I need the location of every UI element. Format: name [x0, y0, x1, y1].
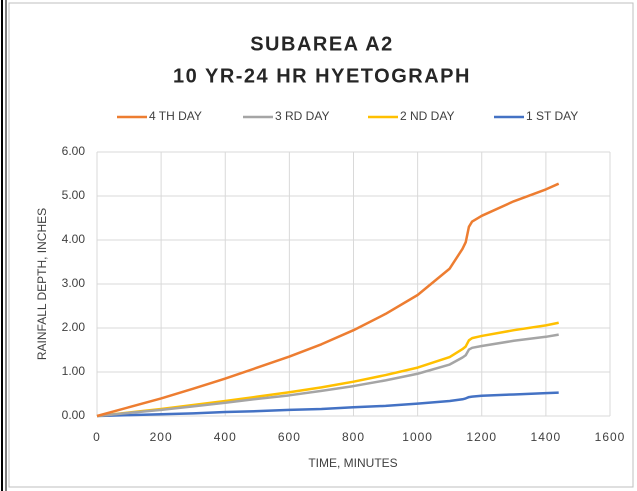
x-tick-label: 1400 [531, 430, 562, 444]
legend-label: 3 RD DAY [275, 109, 329, 123]
x-tick-label: 600 [278, 430, 301, 444]
legend-label: 2 ND DAY [400, 109, 454, 123]
y-tick-label: 4.00 [62, 232, 86, 246]
y-tick-label: 3.00 [62, 276, 86, 290]
x-tick-label: 1200 [466, 430, 497, 444]
x-tick-label: 0 [93, 430, 101, 444]
series-line [96, 182, 560, 418]
x-axis-label: TIME, MINUTES [308, 456, 397, 470]
legend-label: 1 ST DAY [526, 109, 578, 123]
chart-border [8, 2, 634, 488]
chart-title: 10 YR-24 HR HYETOGRAPH [173, 65, 471, 87]
x-tick-label: 800 [342, 430, 365, 444]
chart-title: SUBAREA A2 [250, 33, 394, 55]
x-tick-label: 400 [214, 430, 237, 444]
y-tick-label: 1.00 [62, 364, 86, 378]
y-tick-label: 5.00 [62, 188, 86, 202]
y-tick-label: 0.00 [62, 408, 86, 422]
series-line [96, 321, 559, 418]
series-line [96, 333, 559, 418]
x-tick-label: 200 [150, 430, 173, 444]
x-tick-label: 1600 [595, 430, 626, 444]
y-tick-label: 6.00 [62, 144, 86, 158]
series-line [96, 391, 559, 418]
legend-label: 4 TH DAY [149, 109, 202, 123]
y-axis-label: RAINFALL DEPTH, INCHES [35, 208, 49, 360]
y-tick-label: 2.00 [62, 320, 86, 334]
x-tick-label: 1000 [402, 430, 433, 444]
